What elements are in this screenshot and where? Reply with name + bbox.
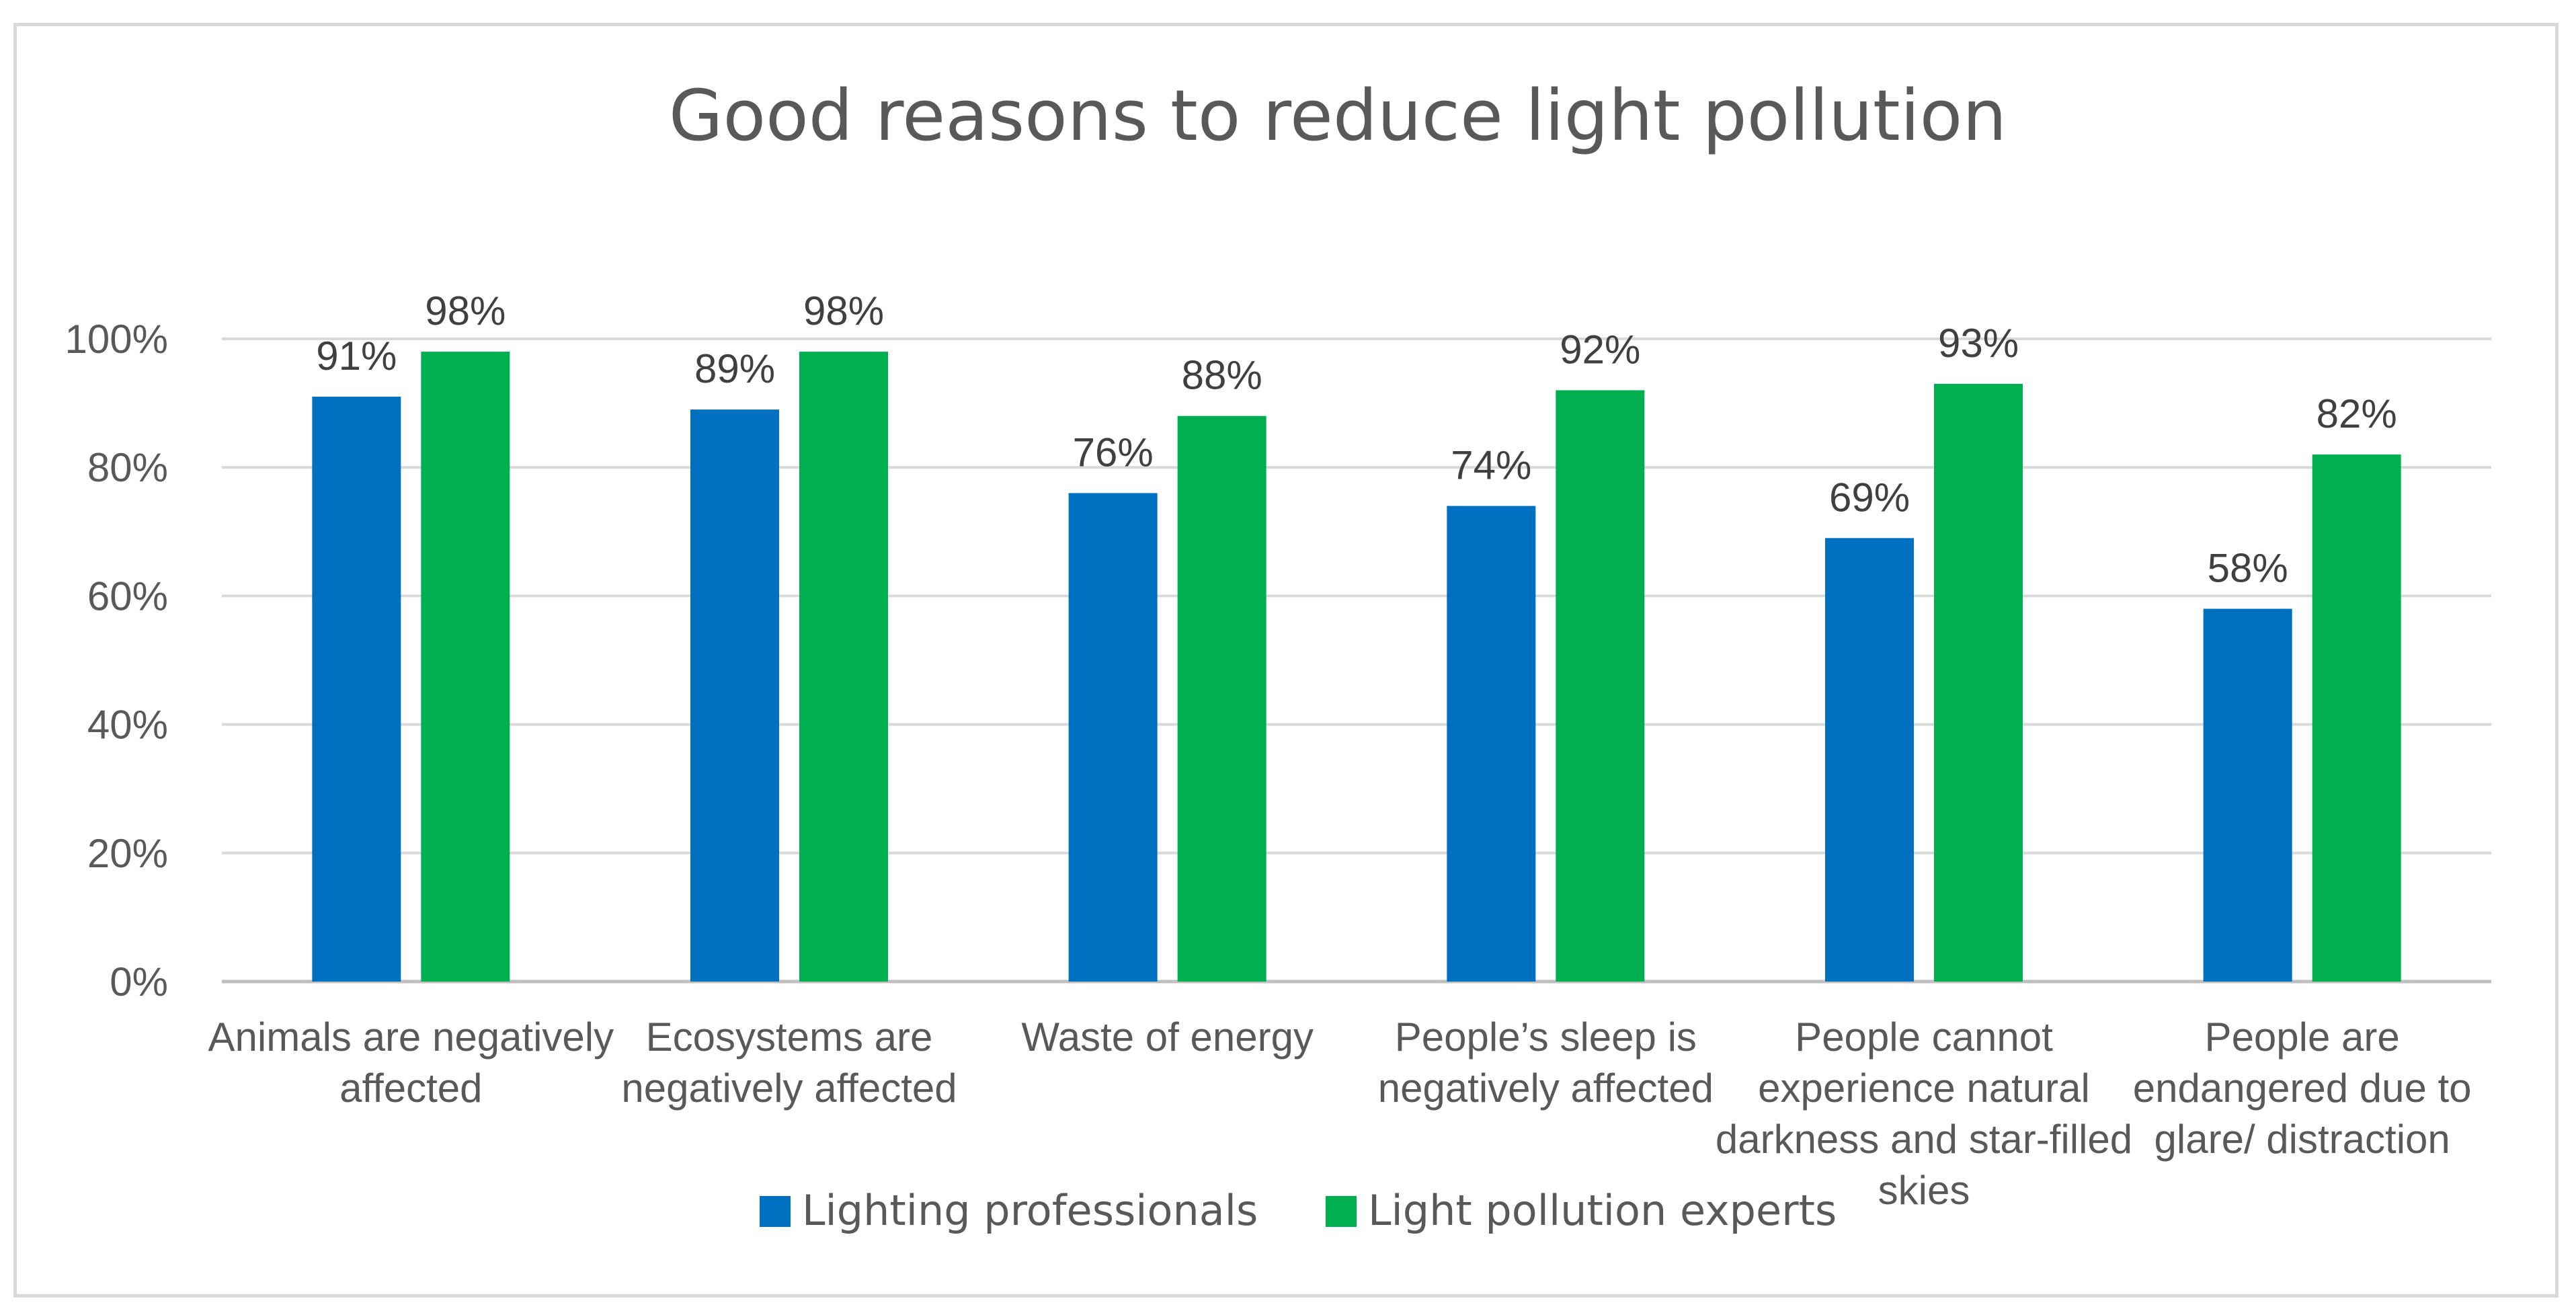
data-label: 76% bbox=[1073, 430, 1154, 475]
category-label: Waste of energy bbox=[1021, 1014, 1314, 1060]
legend-label: Lighting professionals bbox=[802, 1186, 1258, 1235]
bar-lighting-professionals bbox=[1447, 506, 1536, 982]
data-label: 98% bbox=[425, 288, 506, 333]
bar-lighting-professionals bbox=[1825, 538, 1914, 982]
category-label: People are endangered due to glare/ distra… bbox=[2133, 1014, 2472, 1162]
chart-title: Good reasons to reduce light pollution bbox=[669, 75, 2007, 157]
y-tick-label: 100% bbox=[65, 317, 168, 362]
y-tick-label: 40% bbox=[87, 703, 168, 748]
bar-light-pollution-experts bbox=[1177, 415, 1266, 982]
legend-swatch bbox=[760, 1196, 791, 1227]
bar-lighting-professionals bbox=[312, 397, 401, 982]
bar-light-pollution-experts bbox=[799, 352, 888, 982]
y-tick-label: 60% bbox=[87, 573, 168, 619]
bar-light-pollution-experts bbox=[1556, 390, 1645, 982]
bars bbox=[312, 352, 2401, 982]
bar-lighting-professionals bbox=[1068, 493, 1158, 982]
data-labels: 91% 98% 89% 98% 76% 88% 74% 92% 69% 93% 58% 82% bbox=[316, 288, 2397, 590]
data-label: 91% bbox=[316, 333, 397, 378]
category-label: People’s sleep is negatively affected bbox=[1378, 1014, 1714, 1111]
legend-label: Light pollution experts bbox=[1368, 1186, 1837, 1235]
gridlines bbox=[222, 337, 2491, 984]
y-tick-label: 20% bbox=[87, 831, 168, 876]
data-label: 92% bbox=[1560, 327, 1640, 372]
legend: Lighting professionals Light pollution ex… bbox=[760, 1186, 1837, 1235]
bar-light-pollution-experts bbox=[2312, 454, 2401, 982]
y-tick-label: 0% bbox=[110, 959, 168, 1004]
data-label: 88% bbox=[1182, 353, 1262, 398]
category-label: Ecosystems are negatively affected bbox=[621, 1014, 957, 1111]
bar-lighting-professionals bbox=[2203, 608, 2292, 982]
data-label: 98% bbox=[803, 288, 884, 333]
data-label: 82% bbox=[2317, 391, 2397, 436]
data-label: 69% bbox=[1829, 475, 1910, 520]
data-label: 58% bbox=[2208, 546, 2288, 591]
category-label: People cannot experience natural darkness … bbox=[1716, 1014, 2132, 1213]
legend-swatch bbox=[1326, 1196, 1357, 1227]
bar-lighting-professionals bbox=[690, 409, 779, 982]
y-axis-ticks: 0% 20% 40% 60% 80% 100% bbox=[65, 317, 168, 1004]
bar-light-pollution-experts bbox=[1934, 383, 2023, 982]
x-axis-categories: Animals are negatively affectedEcosystems… bbox=[208, 1014, 2472, 1213]
bar-light-pollution-experts bbox=[421, 352, 510, 982]
y-tick-label: 80% bbox=[87, 445, 168, 490]
data-label: 89% bbox=[694, 346, 775, 391]
category-label: Animals are negatively affected bbox=[208, 1014, 614, 1111]
data-label: 93% bbox=[1938, 321, 2019, 366]
data-label: 74% bbox=[1451, 443, 1531, 488]
